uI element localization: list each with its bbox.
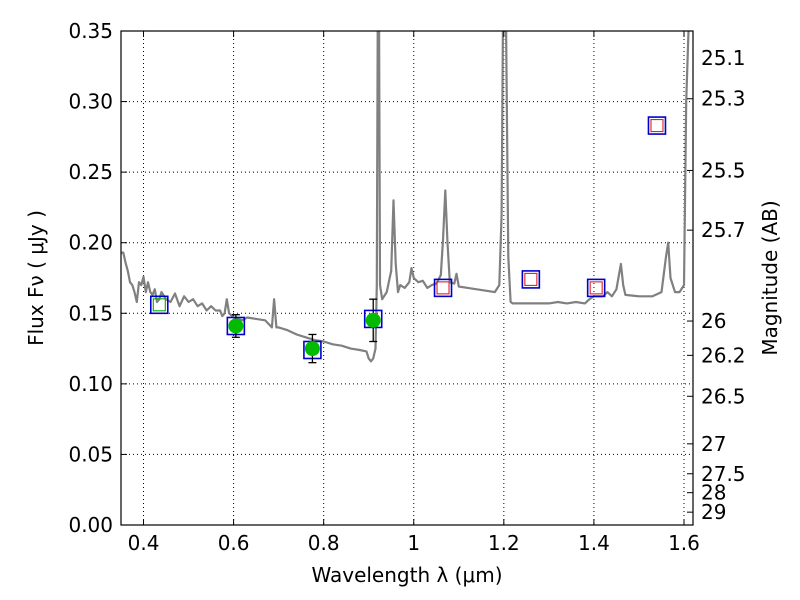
right-tick-label: 25.1 (701, 46, 746, 70)
right-tick-label: 29 (701, 500, 726, 524)
right-y-axis-label: Magnitude (AB) (758, 200, 782, 355)
model-flux-square-marker (152, 298, 166, 312)
y-tick-label: 0.35 (68, 19, 113, 43)
plot-frame (120, 30, 694, 526)
model-flux-square-marker (650, 119, 664, 133)
photometry-square-marker (433, 278, 453, 298)
x-tick-label: 0.4 (128, 531, 160, 555)
measured-flux-point (228, 318, 244, 334)
right-tick-label: 26.2 (701, 343, 746, 367)
x-axis-label: Wavelength λ (μm) (311, 563, 502, 587)
model-flux-square-marker (524, 272, 538, 286)
model-flux-square-marker (589, 281, 603, 295)
right-tick-label: 28 (701, 481, 726, 505)
axis-ticks: 0.4 0.6 0.8 1 1.2 1.4 1.6 0.00 0.05 0.10 0.15 0.20 0… (68, 19, 745, 555)
right-tick-label: 26 (701, 309, 726, 333)
data-points (149, 116, 667, 364)
y-tick-label: 0.10 (68, 372, 113, 396)
y-tick-label: 0.20 (68, 231, 113, 255)
measured-flux-point (304, 341, 320, 357)
y-tick-label: 0.15 (68, 301, 113, 325)
y-axis-label: Flux Fν ( μJy ) (24, 210, 48, 346)
model-flux-square-marker (436, 281, 450, 295)
right-tick-label: 25.7 (701, 218, 746, 242)
template-spectrum-line (121, 31, 690, 363)
right-tick-label: 25.3 (701, 87, 746, 111)
y-tick-label: 0.25 (68, 160, 113, 184)
right-tick-label: 25.5 (701, 158, 746, 182)
x-tick-label: 1.6 (668, 531, 700, 555)
y-tick-label: 0.30 (68, 90, 113, 114)
x-tick-label: 0.6 (218, 531, 250, 555)
photometry-square-marker (149, 295, 169, 315)
y-tick-label: 0.00 (68, 513, 113, 537)
photometry-square-marker (586, 278, 606, 298)
photometry-square-marker (647, 116, 667, 135)
y-tick-label: 0.05 (68, 442, 113, 466)
template-spectrum-layer (121, 31, 690, 363)
measured-flux-point (365, 312, 381, 328)
x-tick-label: 0.8 (308, 531, 340, 555)
photometry-square-marker (521, 270, 541, 289)
x-tick-label: 1.4 (578, 531, 610, 555)
x-tick-label: 1 (407, 531, 420, 555)
right-tick-label: 27.5 (701, 462, 746, 486)
right-tick-label: 26.5 (701, 384, 746, 408)
x-tick-label: 1.2 (488, 531, 520, 555)
right-tick-label: 27 (701, 432, 726, 456)
